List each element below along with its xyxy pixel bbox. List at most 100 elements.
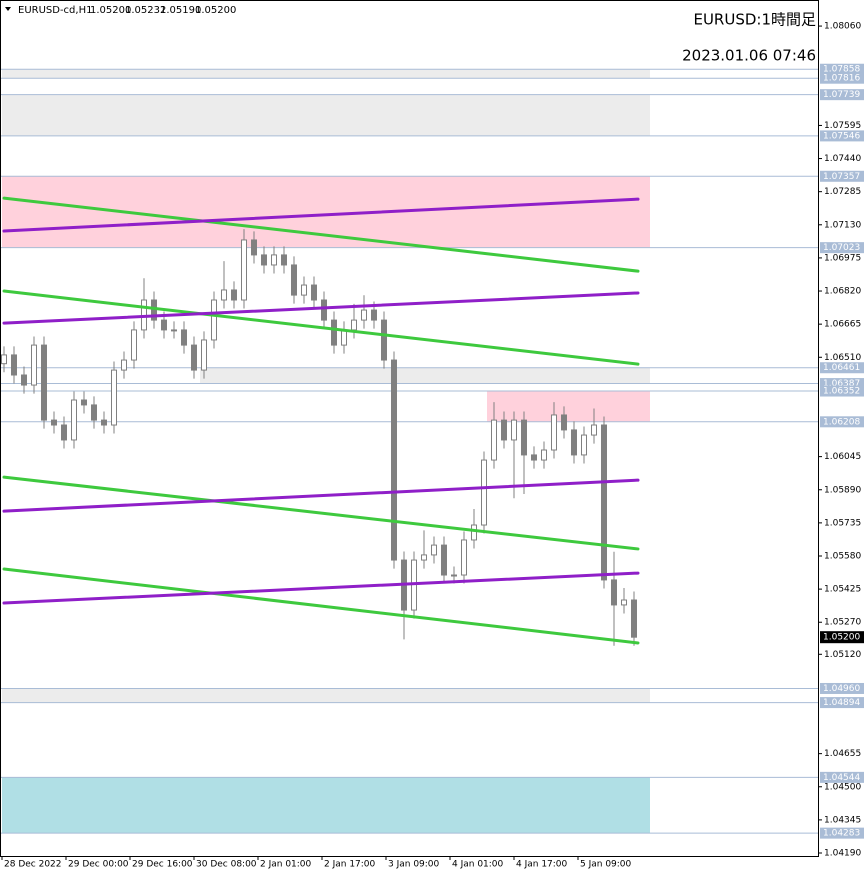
plot-frame [0, 0, 819, 857]
candle-body [301, 284, 307, 296]
candle-body [11, 354, 17, 376]
level-label-box [820, 771, 864, 783]
level-label-box [820, 72, 864, 84]
candle-body [101, 419, 107, 426]
menu-arrow[interactable] [5, 7, 11, 11]
level-label-box [820, 362, 864, 374]
candle-body [601, 424, 607, 581]
candle-body [361, 309, 367, 321]
candle-body [531, 454, 537, 461]
y-tick-label: 1.05425 [824, 585, 861, 595]
x-tick-label: 29 Dec 16:00 [132, 860, 193, 870]
candle-body [41, 344, 47, 421]
y-tick-label: 1.07130 [824, 220, 861, 230]
zone [2, 69, 650, 79]
candle-body [81, 399, 87, 406]
candle-body [311, 284, 317, 301]
level-label-box [820, 682, 864, 694]
level-label: 1.06208 [823, 417, 860, 427]
level-label: 1.06352 [823, 387, 860, 397]
x-tick-label: 30 Dec 08:00 [196, 860, 257, 870]
level-label-box [820, 130, 864, 142]
candle-body [581, 434, 587, 456]
candle-body [241, 239, 247, 301]
x-tick-label: 2 Jan 01:00 [260, 860, 312, 870]
level-label: 1.07739 [823, 90, 860, 100]
trendline [2, 291, 640, 325]
level-label-box [820, 827, 864, 839]
candle-body [421, 554, 427, 561]
y-tick-label: 1.04345 [824, 815, 861, 825]
trendline [2, 289, 640, 366]
level-label: 1.04544 [823, 773, 860, 783]
candle-body [91, 404, 97, 421]
candle-body [391, 359, 397, 561]
level-label: 1.06387 [823, 379, 860, 389]
level-label: 1.04894 [823, 698, 860, 708]
candle-body [541, 449, 547, 461]
x-tick-label: 4 Jan 17:00 [516, 860, 568, 870]
level-label: 1.07816 [823, 74, 860, 84]
y-tick-label: 1.04190 [824, 849, 861, 859]
candle-body [231, 289, 237, 301]
y-tick-label: 1.07440 [824, 154, 861, 164]
level-label: 1.07546 [823, 131, 860, 141]
candle-body [431, 544, 437, 556]
trendlines [2, 196, 640, 645]
y-tick-label: 1.05270 [824, 618, 861, 628]
x-tick-label: 29 Dec 00:00 [68, 860, 129, 870]
level-label-box [820, 170, 864, 182]
y-tick-label: 1.06975 [824, 253, 861, 263]
level-label: 1.07023 [823, 243, 860, 253]
candle-body [491, 419, 497, 461]
y-tick-label: 1.05890 [824, 485, 861, 495]
candle-body [381, 319, 387, 361]
trendline [2, 196, 640, 273]
candle-body [161, 319, 167, 331]
y-tick-label: 1.04500 [824, 782, 861, 792]
candle-body [191, 344, 197, 371]
candle-body [51, 419, 57, 426]
chart-title: EURUSD:1時間足 [693, 11, 816, 29]
bid-label: 1.05200 [823, 633, 860, 643]
zone [2, 94, 650, 136]
trendline [2, 475, 640, 551]
y-tick-label: 1.05735 [824, 518, 861, 528]
level-label: 1.06461 [823, 363, 860, 373]
candle-body [21, 374, 27, 386]
candle-body [181, 329, 187, 346]
ohlc-value: 1.05200 [90, 5, 131, 16]
level-label: 1.07357 [823, 172, 860, 182]
zone [2, 688, 650, 703]
levels [0, 68, 818, 834]
candle-body [201, 339, 207, 371]
level-label-box [820, 416, 864, 428]
candle-body [321, 299, 327, 321]
candle-body [561, 414, 567, 431]
candle-body [71, 399, 77, 441]
candle-body [551, 414, 557, 451]
y-tick-label: 1.04655 [824, 749, 861, 759]
level-label: 1.04960 [823, 684, 860, 694]
candle-body [331, 319, 337, 346]
candle-body [571, 429, 577, 456]
y-tick-label: 1.05120 [824, 650, 861, 660]
candle-body [611, 579, 617, 606]
candle-body [371, 309, 377, 321]
zones [2, 69, 650, 834]
trendline [2, 567, 640, 645]
level-label-box [820, 378, 864, 390]
timestamp: 2023.01.06 07:46 [682, 47, 816, 65]
candle-body [591, 424, 597, 436]
level-label-box [820, 697, 864, 709]
level-label-box [820, 63, 864, 75]
candle-body [171, 329, 177, 332]
candle-body [111, 369, 117, 426]
candle-body [1, 354, 7, 365]
level-label: 1.04283 [823, 829, 860, 839]
trendline [2, 197, 640, 233]
y-tick-label: 1.08060 [824, 22, 861, 32]
candle-body [451, 574, 457, 577]
level-label: 1.07858 [823, 65, 860, 75]
